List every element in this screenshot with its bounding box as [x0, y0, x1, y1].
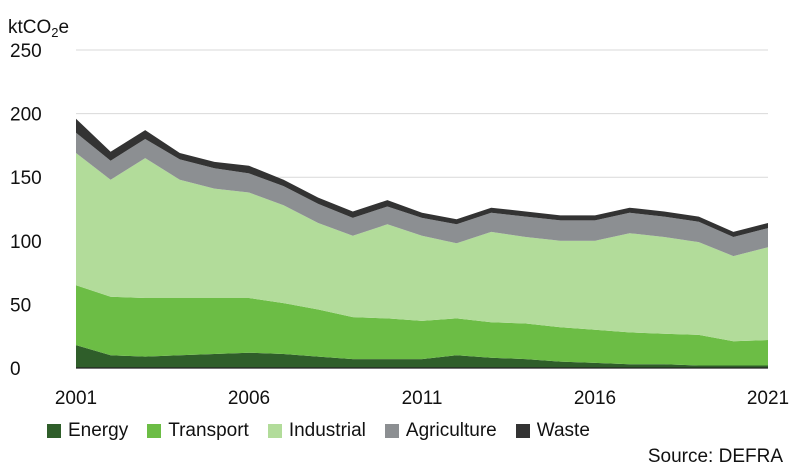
legend-label-industrial: Industrial — [288, 420, 366, 441]
legend-swatch-transport — [147, 424, 162, 438]
y-tick-label: 100 — [10, 232, 42, 253]
legend-item-energy: Energy — [47, 420, 128, 442]
area-energy — [76, 345, 768, 368]
y-tick-label: 0 — [10, 359, 21, 380]
legend-item-agriculture: Agriculture — [384, 420, 497, 442]
legend-swatch-energy — [47, 424, 61, 438]
y-tick-label: 50 — [10, 295, 31, 316]
area-agriculture — [76, 132, 768, 257]
legend-label-agriculture: Agriculture — [405, 420, 497, 441]
y-axis-unit-label: ktCO2e — [8, 17, 69, 40]
legend-label-transport: Transport — [168, 420, 249, 441]
x-tick-label: 2016 — [574, 388, 616, 409]
legend-item-industrial: Industrial — [267, 420, 366, 442]
x-tick-label: 2001 — [55, 388, 97, 409]
legend-item-transport: Transport — [147, 420, 249, 442]
y-axis-ticks: 0 50 100 150 200 250 — [10, 41, 42, 380]
legend: Energy Transport Industrial Agriculture … — [47, 420, 609, 442]
y-tick-label: 250 — [10, 41, 42, 62]
x-tick-label: 2006 — [228, 388, 270, 409]
x-tick-label: 2011 — [402, 388, 443, 409]
area-transport — [76, 285, 768, 366]
area-industrial — [76, 153, 768, 342]
stacked-areas — [76, 118, 768, 368]
area-waste — [76, 118, 768, 237]
y-tick-label: 200 — [10, 105, 42, 126]
y-tick-label: 150 — [10, 168, 42, 189]
source-note: Source: DEFRA — [647, 446, 783, 467]
legend-swatch-agriculture — [384, 424, 399, 438]
unit-base: ktCO — [8, 17, 51, 38]
x-axis-ticks: 2001 2006 2011 2016 2021 — [55, 388, 789, 409]
legend-item-waste: Waste — [515, 420, 590, 442]
legend-swatch-waste — [515, 424, 530, 438]
unit-suffix: e — [59, 17, 70, 38]
unit-subscript: 2 — [51, 25, 58, 40]
legend-label-energy: Energy — [68, 420, 129, 441]
x-tick-label: 2021 — [747, 388, 789, 409]
legend-swatch-industrial — [267, 424, 282, 438]
legend-label-waste: Waste — [536, 420, 590, 441]
